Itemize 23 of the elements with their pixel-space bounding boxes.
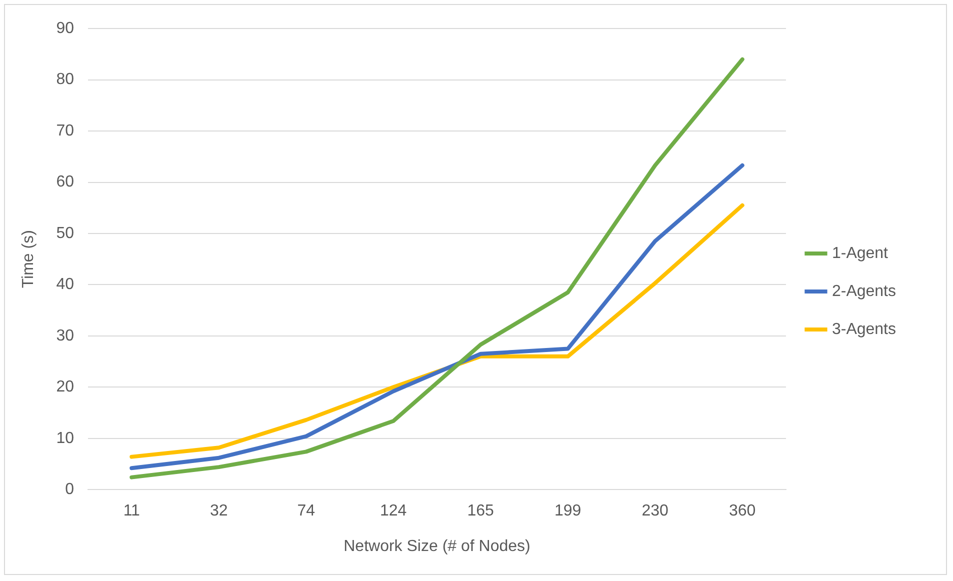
y-tick-label: 40	[56, 276, 74, 294]
y-tick-label: 10	[56, 430, 74, 447]
x-tick-label: 230	[642, 502, 669, 520]
y-tick-label: 90	[56, 20, 74, 38]
legend-label: 2-Agents	[832, 282, 896, 300]
y-tick-label: 50	[56, 224, 74, 242]
legend-label: 1-Agent	[832, 244, 889, 262]
x-tick-label: 11	[123, 502, 140, 520]
x-tick-label: 32	[210, 502, 228, 520]
x-axis-title: Network Size (# of Nodes)	[344, 538, 530, 555]
x-tick-label: 74	[297, 502, 316, 520]
y-tick-label: 60	[56, 174, 74, 191]
x-tick-label: 360	[728, 502, 756, 520]
x-tick-label: 199	[554, 502, 582, 520]
y-tick-label: 80	[56, 71, 74, 88]
y-axis-title: Time (s)	[20, 230, 38, 288]
x-tick-label: 124	[380, 502, 407, 520]
x-tick-label: 165	[467, 502, 494, 520]
y-tick-label: 20	[56, 378, 74, 396]
y-tick-label: 70	[56, 122, 74, 140]
y-tick-label: 0	[65, 481, 74, 498]
y-tick-label: 30	[56, 327, 74, 344]
legend-label: 3-Agents	[832, 320, 896, 338]
